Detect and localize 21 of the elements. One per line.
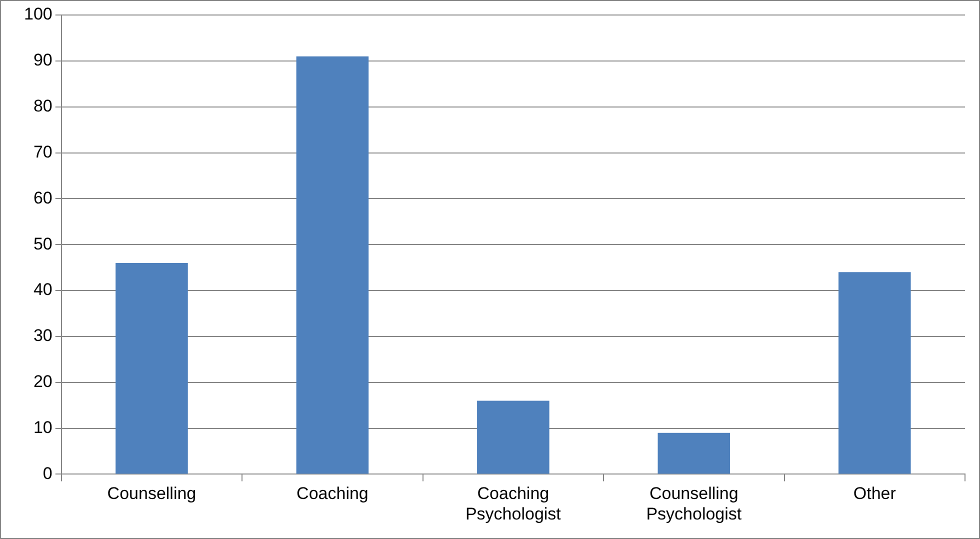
y-tick-label: 20 [33,372,52,392]
y-tick-label: 0 [42,464,52,483]
x-tick-label: Counselling [107,484,196,504]
x-tick-label: Coaching Psychologist [465,484,562,524]
y-tick-label: 70 [33,142,52,162]
y-tick-label: 40 [33,280,52,300]
bar [296,56,369,474]
bar [838,272,911,474]
bar [658,432,730,474]
y-tick-label: 10 [33,418,52,437]
y-tick-label: 80 [33,96,52,116]
y-tick-label: 90 [33,50,52,70]
x-tick-label: Other [853,484,896,504]
bar [477,400,550,474]
y-tick-label: 60 [33,188,52,208]
y-tick-label: 50 [33,234,52,254]
x-tick-label: Counselling Psychologist [646,484,742,524]
y-tick-label: 100 [24,4,52,24]
x-tick-label: Coaching [296,484,368,504]
bar [116,262,188,474]
y-tick-label: 30 [33,326,52,346]
